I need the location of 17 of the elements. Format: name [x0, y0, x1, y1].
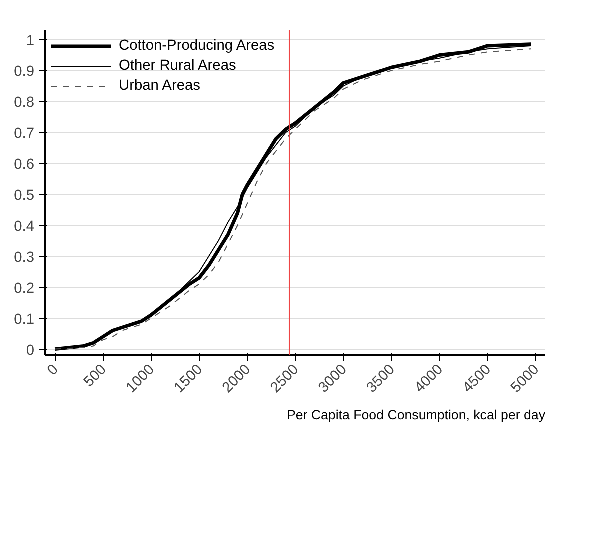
- y-tick-label: 0.3: [14, 250, 34, 266]
- y-tick-label: 0.2: [14, 280, 34, 297]
- y-tick-label: 0.9: [14, 64, 34, 80]
- y-tick-label: 0.4: [14, 219, 34, 235]
- x-tick-label: 500: [81, 362, 110, 391]
- y-tick-label: 0.6: [14, 157, 34, 174]
- legend-label: Cotton-Producing Areas: [119, 38, 275, 54]
- y-tick-label: 0.8: [14, 95, 34, 112]
- y-tick-label: 0.1: [14, 312, 34, 328]
- y-tick-label: 0: [26, 342, 35, 359]
- legend-label: Urban Areas: [119, 78, 200, 94]
- y-tick-label: 1: [26, 33, 35, 50]
- legend-label: Other Rural Areas: [119, 58, 236, 74]
- y-tick-label: 0.5: [14, 188, 34, 204]
- x-tick-label: 0: [44, 362, 62, 379]
- x-axis-title: Per Capita Food Consumption, kcal per day: [286, 408, 546, 422]
- y-tick-label: 0.7: [14, 126, 34, 142]
